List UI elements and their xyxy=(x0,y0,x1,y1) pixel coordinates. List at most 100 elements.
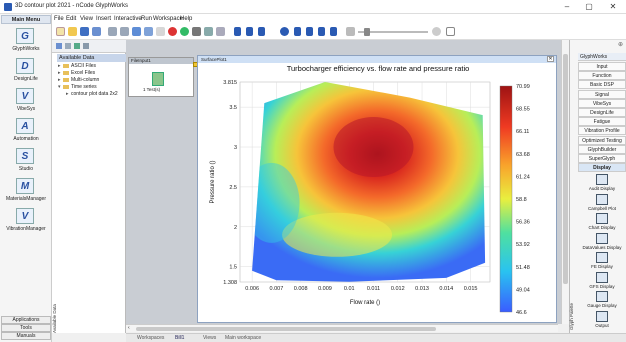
expand-arrow-icon[interactable]: ▸ xyxy=(66,91,69,97)
tree-item-timeseries[interactable]: ▾ Time series xyxy=(58,84,97,91)
grid-icon[interactable] xyxy=(216,27,225,36)
palette-vibesys[interactable]: VibeSys xyxy=(578,98,626,108)
menu-help[interactable]: Help xyxy=(180,16,193,22)
add-data-icon[interactable] xyxy=(74,43,80,49)
speed-icon[interactable] xyxy=(432,27,441,36)
menu-edit[interactable]: Edit xyxy=(66,16,77,22)
palette-optimized-testing[interactable]: Optimized Testing xyxy=(578,135,626,145)
palette-fatigue[interactable]: Fatigue xyxy=(578,117,626,127)
display-tile[interactable]: Campbell Plot xyxy=(582,193,622,211)
collapse-arrow-icon[interactable]: ▾ xyxy=(58,84,61,90)
vibrationmanager-icon[interactable]: V xyxy=(16,208,34,224)
palette-superglyph[interactable]: SuperGlyph xyxy=(578,154,626,163)
edit-icon[interactable] xyxy=(156,27,165,36)
properties-icon[interactable] xyxy=(83,43,89,49)
scroll-thumb[interactable] xyxy=(136,327,436,331)
tree-item-contour-data[interactable]: ▸ contour plot data 2x2 xyxy=(66,91,118,98)
menu-workspace[interactable]: Workspace xyxy=(153,16,183,22)
tools-button[interactable]: Tools xyxy=(1,324,51,332)
play-icon[interactable] xyxy=(318,27,325,36)
vibrationmanager-label[interactable]: VibrationManager xyxy=(6,226,46,232)
move-icon[interactable] xyxy=(446,27,455,36)
menu-run[interactable]: Run xyxy=(141,16,153,22)
save-icon[interactable] xyxy=(80,27,89,36)
playback-slider[interactable] xyxy=(358,31,428,33)
available-data-vertical-tab[interactable]: Available Data xyxy=(52,304,57,333)
fast-forward-icon[interactable] xyxy=(258,27,265,36)
main-workspace-tab[interactable]: Main workspace xyxy=(225,335,262,341)
materialsmanager-icon[interactable]: M xyxy=(16,178,34,194)
playback-slider-thumb[interactable] xyxy=(364,28,370,36)
display-tile[interactable]: Chart Display xyxy=(582,213,622,230)
copy-icon[interactable] xyxy=(132,27,141,36)
stop-playback-icon[interactable] xyxy=(306,27,313,36)
studio-label[interactable]: Studio xyxy=(18,166,34,172)
new-icon[interactable] xyxy=(56,27,65,36)
designlife-icon[interactable]: D xyxy=(16,58,34,74)
display-tile[interactable]: GFS Display xyxy=(582,271,622,289)
expand-arrow-icon[interactable]: ▸ xyxy=(58,70,61,76)
surface-plot-glyph[interactable]: SurfacePlot1 ✕ Turbo xyxy=(197,55,557,323)
display-tile[interactable]: Output xyxy=(582,310,622,328)
play-end-icon[interactable] xyxy=(330,27,337,36)
expand-arrow-icon[interactable]: ▸ xyxy=(58,63,61,69)
record-icon[interactable] xyxy=(280,27,289,36)
palette-signal[interactable]: Signal xyxy=(578,89,626,99)
redo-icon[interactable] xyxy=(120,27,129,36)
vscroll-thumb[interactable] xyxy=(563,54,568,284)
tree-item-excel[interactable]: ▸ Excel Files xyxy=(58,70,95,77)
studio-icon[interactable]: S xyxy=(16,148,34,164)
undo-icon[interactable] xyxy=(108,27,117,36)
display-tile[interactable]: DataValues Display xyxy=(582,232,622,250)
display-tile[interactable]: Gauge Display xyxy=(582,291,622,308)
menu-view[interactable]: View xyxy=(80,16,93,22)
step-forward-icon[interactable] xyxy=(246,27,253,36)
views-tab[interactable]: Views xyxy=(203,335,217,341)
minimize-button[interactable]: – xyxy=(564,2,570,11)
palette-glyphbuilder[interactable]: GlyphBuilder xyxy=(578,144,626,154)
maximize-button[interactable]: ▢ xyxy=(585,2,593,11)
run-icon[interactable] xyxy=(180,27,189,36)
palette-display[interactable]: Display xyxy=(578,163,626,173)
glyphworks-icon[interactable]: G xyxy=(16,28,34,44)
settings-icon[interactable] xyxy=(192,27,201,36)
vibesys-icon[interactable]: V xyxy=(16,88,34,104)
surface-close-icon[interactable]: ✕ xyxy=(547,56,554,62)
palette-function[interactable]: Function xyxy=(578,71,626,81)
stop-icon[interactable] xyxy=(168,27,177,36)
manuals-button[interactable]: Manuals xyxy=(1,332,51,340)
step-back-icon[interactable] xyxy=(234,27,241,36)
glyphworks-label[interactable]: GlyphWorks xyxy=(12,46,40,52)
automation-label[interactable]: Automation xyxy=(13,136,39,142)
automation-icon[interactable]: A xyxy=(16,118,34,134)
palette-vibration-profile-de-[interactable]: Vibration Profile De... xyxy=(578,126,626,142)
expand-arrow-icon[interactable]: ▸ xyxy=(58,77,61,83)
palette-input[interactable]: Input xyxy=(578,62,626,71)
menu-interactive[interactable]: Interactive xyxy=(114,16,142,22)
open-icon[interactable] xyxy=(68,27,77,36)
display-tile[interactable]: FE Display xyxy=(582,252,622,269)
file-input-glyph[interactable]: FileInput1 1 Test(s) xyxy=(128,57,194,97)
refresh-icon[interactable] xyxy=(56,43,62,49)
designlife-label[interactable]: DesignLife xyxy=(14,76,38,82)
palette-basic-dsp[interactable]: Basic DSP xyxy=(578,80,626,90)
applications-button[interactable]: Applications xyxy=(1,316,51,324)
horizontal-scrollbar[interactable]: ‹ xyxy=(126,324,558,332)
vibesys-label[interactable]: VibeSys xyxy=(16,106,36,112)
materialsmanager-label[interactable]: MaterialsManager xyxy=(5,196,47,202)
tree-item-multicolumn[interactable]: ▸ Multi-column xyxy=(58,77,99,84)
paste-icon[interactable] xyxy=(144,27,153,36)
menu-file[interactable]: File xyxy=(54,16,64,22)
layout-icon[interactable] xyxy=(204,27,213,36)
display-tile[interactable]: Audit Display xyxy=(582,174,622,191)
save-all-icon[interactable] xyxy=(92,27,101,36)
pause-icon[interactable] xyxy=(294,27,301,36)
filter-icon[interactable] xyxy=(65,43,71,49)
palette-designlife[interactable]: DesignLife xyxy=(578,108,626,117)
zoom-icon[interactable] xyxy=(346,27,355,36)
scroll-left-icon[interactable]: ‹ xyxy=(128,325,130,331)
menu-insert[interactable]: Insert xyxy=(96,16,112,22)
vertical-scrollbar[interactable] xyxy=(561,40,569,324)
pin-icon[interactable]: ⊕ xyxy=(618,42,624,48)
glyph-palette-vertical-tab[interactable]: Glyph Palette xyxy=(569,302,574,330)
